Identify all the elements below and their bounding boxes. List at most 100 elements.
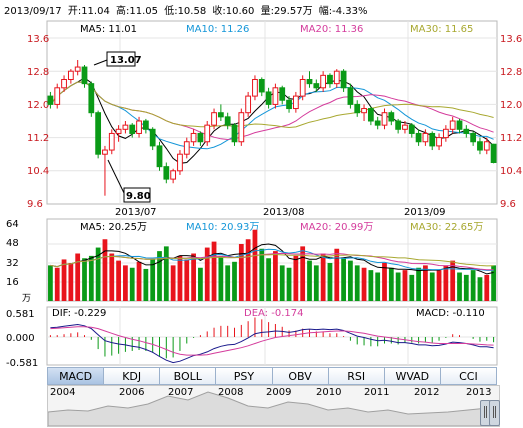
price-tick-right: 11.2 xyxy=(500,133,522,144)
volume-bar xyxy=(218,255,224,301)
tab-kdj[interactable]: KDJ xyxy=(103,367,160,384)
price-tick-left: 13.6 xyxy=(27,34,49,45)
volume-bar xyxy=(163,246,169,301)
legend-ma20: MA20: 11.36 xyxy=(300,24,363,35)
volume-bar xyxy=(484,274,490,301)
volume-bar xyxy=(150,259,156,301)
price-tick-right: 10.4 xyxy=(500,166,522,177)
volume-bar xyxy=(123,265,128,301)
candle-body xyxy=(197,132,204,143)
candle-body xyxy=(258,79,265,93)
candle-body xyxy=(361,108,367,114)
moving-average-lines xyxy=(50,77,494,164)
nav-year: 2010 xyxy=(316,387,342,398)
price-tick-left: 11.2 xyxy=(27,133,49,144)
volume-bars xyxy=(48,229,496,301)
price-tick-left: 12.0 xyxy=(27,100,49,111)
price-tick-right: 12.0 xyxy=(500,100,522,111)
tab-cci[interactable]: CCI xyxy=(439,367,497,384)
month-label: 2013/07 xyxy=(115,207,157,218)
macd-panel xyxy=(46,306,498,366)
volume-bar xyxy=(491,265,496,301)
candle-body xyxy=(163,166,170,180)
volume-bar xyxy=(184,259,190,301)
volume-bar xyxy=(307,260,312,301)
price-tick-left: 10.4 xyxy=(27,166,49,177)
dea-line xyxy=(50,326,494,356)
volume-bar xyxy=(95,247,101,301)
candle-body xyxy=(354,103,361,114)
tab-boll[interactable]: BOLL xyxy=(159,367,216,384)
volume-bar xyxy=(443,265,449,301)
volume-bar xyxy=(300,246,306,301)
candle-body xyxy=(177,153,183,172)
ma30-line xyxy=(50,81,494,129)
candle-body xyxy=(190,132,197,143)
candle-body xyxy=(320,74,327,89)
tab-rsi[interactable]: RSI xyxy=(327,367,384,384)
volume-bar xyxy=(313,265,319,301)
candle-body xyxy=(122,124,129,130)
quote-high: 高:11.05 xyxy=(116,6,159,17)
candle-body xyxy=(333,70,340,85)
volume-bar xyxy=(88,255,94,301)
nav-year: 2012 xyxy=(414,387,440,398)
volume-bar xyxy=(109,253,115,301)
price-tick-left: 9.6 xyxy=(27,199,43,210)
candle-body xyxy=(299,79,306,97)
volume-bar xyxy=(232,261,237,301)
volume-bar xyxy=(129,267,135,301)
candle-body xyxy=(265,91,272,105)
tab-psy[interactable]: PSY xyxy=(215,367,272,384)
candle-body xyxy=(47,95,54,105)
volume-bar xyxy=(470,270,476,301)
range-handle-right[interactable] xyxy=(489,400,500,426)
low-annotation: 9.80 xyxy=(126,191,151,202)
high-annotation-box xyxy=(106,51,136,67)
volume-bar xyxy=(395,272,401,301)
price-tick-right: 13.6 xyxy=(500,34,522,45)
tab-macd[interactable]: MACD xyxy=(47,367,104,384)
volume-bar xyxy=(286,267,292,301)
price-tick-right: 12.8 xyxy=(500,67,522,78)
macd-tick: 0.000 xyxy=(6,333,35,344)
candle-body xyxy=(388,112,395,122)
candle-body xyxy=(449,120,456,130)
candle-body xyxy=(54,87,61,105)
time-range-navigator[interactable]: 2004 2006 2007 2008 2009 2010 2011 2012 … xyxy=(47,385,500,427)
candle-body xyxy=(252,79,258,97)
volume-bar xyxy=(204,247,210,301)
volume-bar xyxy=(143,268,149,301)
legend-ma30: MA30: 11.65 xyxy=(410,24,473,35)
stock-chart[interactable]: 13.6 12.8 12.0 11.2 10.4 9.6 13.6 12.8 1… xyxy=(0,0,523,366)
candle-body xyxy=(245,95,252,114)
volume-bar xyxy=(382,263,387,301)
legend-ma5: MA5: 11.01 xyxy=(80,24,137,35)
high-annotation: 13.07 xyxy=(110,55,142,66)
candle-body xyxy=(381,112,388,126)
volume-bar xyxy=(273,251,278,301)
candle-body xyxy=(313,83,320,89)
vol-ma30-line xyxy=(50,253,494,268)
candle-body xyxy=(88,83,95,114)
volume-bar xyxy=(375,272,381,301)
volume-bar xyxy=(259,248,265,301)
volume-bar xyxy=(402,270,408,301)
dif-line xyxy=(50,323,494,364)
volume-bar xyxy=(245,239,251,301)
volume-bar xyxy=(334,248,340,301)
tab-obv[interactable]: OBV xyxy=(271,367,328,384)
price-tick-left: 12.8 xyxy=(27,67,49,78)
price-panel xyxy=(46,20,498,205)
volume-bar xyxy=(477,277,483,301)
quote-volume: 量:29.57万 xyxy=(260,6,313,17)
candle-body xyxy=(340,70,347,89)
candle-body xyxy=(183,141,190,155)
vol-legend-ma10: MA10: 20.93万 xyxy=(186,222,259,233)
candle-body xyxy=(456,120,463,130)
tab-wvad[interactable]: WVAD xyxy=(383,367,440,384)
volume-tick: 32 xyxy=(6,258,19,269)
candle-body xyxy=(490,143,497,164)
volume-bar xyxy=(116,260,121,301)
candle-body xyxy=(102,149,108,155)
